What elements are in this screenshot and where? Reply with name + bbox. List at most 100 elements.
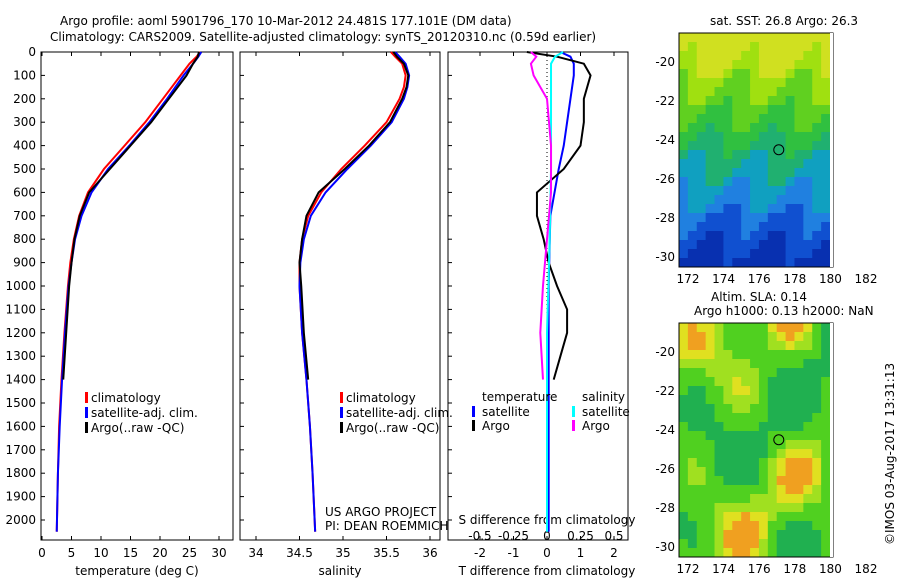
map-cell: [687, 521, 698, 531]
map-cell: [705, 404, 716, 414]
map-cell: [741, 377, 751, 387]
map-cell: [767, 231, 778, 241]
map-cell: [750, 87, 760, 97]
map-cell: [705, 123, 716, 133]
map-cell: [750, 449, 760, 459]
map-cell: [821, 539, 831, 549]
map-cell: [803, 150, 813, 160]
map-cell: [687, 467, 698, 477]
map-cell: [785, 51, 795, 61]
map-cell: [812, 240, 822, 250]
map-cell: [723, 368, 733, 378]
map-cell: [732, 78, 742, 88]
map-cell: [696, 168, 707, 178]
map-cell: [812, 323, 822, 333]
map-cell: [732, 69, 742, 79]
map-x-tick-label: 174: [712, 272, 735, 286]
map-cell: [785, 195, 795, 205]
map-cell: [732, 168, 742, 178]
map-cell: [785, 359, 795, 369]
map-cell: [767, 377, 778, 387]
map-cell: [705, 222, 716, 232]
map-cell: [767, 341, 778, 351]
y-tick-label: 1200: [5, 326, 36, 340]
map-cell: [794, 539, 804, 549]
map-cell: [696, 395, 707, 405]
map-cell: [812, 539, 822, 549]
map-cell: [705, 332, 716, 342]
map-cell: [723, 386, 733, 396]
map-cell: [732, 141, 742, 151]
series-satellite-adj-clim-: [55, 51, 203, 532]
map-cell: [767, 195, 778, 205]
map-cell: [741, 494, 751, 504]
map-cell: [732, 368, 742, 378]
map-cell: [821, 114, 831, 124]
map-cell: [785, 177, 795, 187]
map-cell: [687, 368, 698, 378]
map-cell: [812, 440, 822, 450]
x-axis-label: temperature (deg C): [75, 564, 198, 578]
map-cell: [767, 258, 778, 268]
map-cell: [750, 323, 760, 333]
map-cell: [687, 323, 698, 333]
map-cell: [803, 249, 813, 259]
map-cell: [741, 60, 751, 70]
panel-frame-2: [447, 51, 629, 541]
map-cell: [741, 69, 751, 79]
map-y-tick-label: -30: [655, 540, 675, 554]
map-cell: [732, 51, 742, 61]
map-cell: [812, 458, 822, 468]
map-cell: [732, 539, 742, 549]
map-cell: [767, 249, 778, 259]
y-tick-label: 1300: [5, 349, 36, 363]
map-cell: [803, 132, 813, 142]
map-cell: [776, 422, 787, 432]
legend-swatch: [572, 406, 575, 417]
map-cell: [794, 186, 804, 196]
map-cell: [776, 503, 787, 513]
map-cell: [776, 123, 787, 133]
map-y-tick-label: -20: [655, 345, 675, 359]
map-cell: [696, 150, 707, 160]
map-cell: [696, 78, 707, 88]
map-cell: [687, 341, 698, 351]
map-cell: [723, 539, 733, 549]
map-cell: [794, 96, 804, 106]
map-cell: [696, 530, 707, 540]
map-cell: [758, 341, 769, 351]
y-tick-label: 1000: [5, 279, 36, 293]
map-y-tick-label: -26: [655, 462, 675, 476]
map-cell: [687, 195, 698, 205]
map-cell: [705, 548, 716, 558]
map-cell: [687, 530, 698, 540]
map-cell: [696, 359, 707, 369]
map-x-tick-label: 182: [855, 272, 878, 286]
map-cell: [812, 368, 822, 378]
map-cell: [705, 42, 716, 52]
map-cell: [776, 332, 787, 342]
map-y-tick-label: -28: [655, 211, 675, 225]
map-cell: [723, 123, 733, 133]
map-cell: [821, 341, 831, 351]
map-cell: [714, 521, 724, 531]
map-cell: [696, 222, 707, 232]
map-cell: [758, 395, 769, 405]
map-cell: [741, 222, 751, 232]
map-cell: [785, 132, 795, 142]
map-x-tick-label: 182: [855, 562, 878, 576]
map-cell: [696, 186, 707, 196]
map-cell: [803, 168, 813, 178]
map-cell: [794, 240, 804, 250]
map-cell: [803, 123, 813, 133]
map-cell: [803, 413, 813, 423]
x-tick-label: 30: [211, 546, 226, 560]
map-cell: [732, 377, 742, 387]
x-tick-label: 35.5: [373, 546, 400, 560]
x-tick-label: 0: [38, 546, 46, 560]
map-x-tick-label: 172: [677, 562, 700, 576]
map-cell: [767, 33, 778, 43]
map-cell: [812, 249, 822, 259]
map-cell: [758, 231, 769, 241]
